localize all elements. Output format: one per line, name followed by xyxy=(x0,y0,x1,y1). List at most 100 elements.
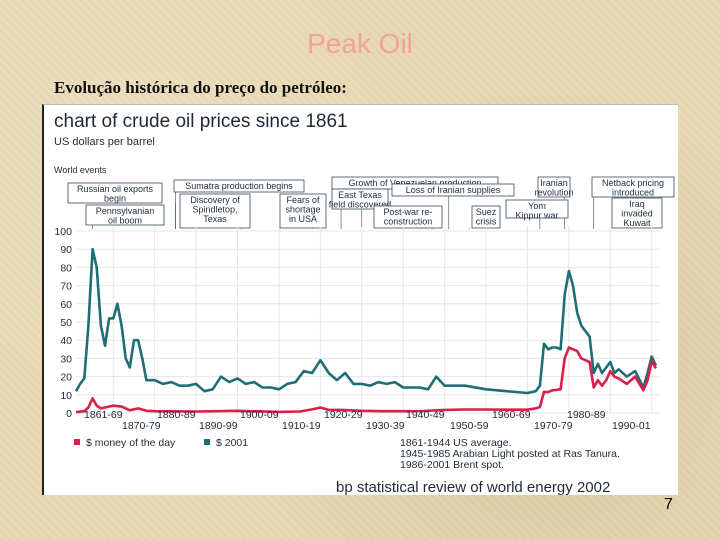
event-label: Discovery of Spindletop, Texas xyxy=(190,195,240,224)
x-tick-label: 1910-19 xyxy=(282,420,321,432)
oil-price-chart: chart of crude oil prices since 1861 US … xyxy=(42,104,678,495)
event-label: Pennsylvanian oil boom xyxy=(96,206,155,226)
chart-notes: 1861-1944 US average.1945-1985 Arabian L… xyxy=(400,437,620,471)
event-box xyxy=(173,179,305,193)
y-tick-label: 30 xyxy=(60,353,72,365)
x-tick-label: 1861-69 xyxy=(84,409,123,421)
y-tick-label: 70 xyxy=(60,281,72,293)
event-box xyxy=(179,193,251,229)
x-tick-label: 1980-89 xyxy=(567,409,606,421)
event-label-line: revolution xyxy=(534,188,573,198)
legend-swatch xyxy=(74,439,80,445)
event-label: Growth of Venezuelan production xyxy=(348,178,481,188)
page-number: 7 xyxy=(664,496,673,513)
y-tick-label: 40 xyxy=(60,335,72,347)
event-label-line: construction xyxy=(384,217,433,227)
event-label: Iraq invaded Kuwait xyxy=(621,199,653,228)
chart-grid: 0 10 20 30 40 50 60 70 80 90 100 xyxy=(54,226,660,420)
x-axis-labels: 1861-69 1880-89 1900-09 1920-29 1940-49 1960-… xyxy=(84,409,651,432)
event-label-line: Kuwait xyxy=(623,218,651,228)
x-tick-label: 1900-09 xyxy=(240,409,279,421)
y-tick-label: 60 xyxy=(60,299,72,311)
event-box xyxy=(391,183,515,197)
event-label-line: Spindletop, xyxy=(192,205,237,215)
event-box xyxy=(331,188,389,210)
legend-label: $ money of the day xyxy=(86,437,176,449)
event-label-line: Loss of Iranian supplies xyxy=(406,185,501,195)
slide-title: Peak Oil xyxy=(307,28,413,59)
legend-swatch xyxy=(204,439,210,445)
event-label-line: Iranian xyxy=(540,178,568,188)
event-box xyxy=(537,176,571,198)
event-label: Loss of Iranian supplies xyxy=(406,185,501,195)
event-label: Netback pricing introduced xyxy=(602,178,664,198)
event-label-line: Growth of Venezuelan production xyxy=(348,178,481,188)
chart-note: 1986-2001 Brent spot. xyxy=(400,459,504,471)
x-tick-label: 1950-59 xyxy=(450,420,489,432)
x-tick-label: 1920-29 xyxy=(324,409,363,421)
chart-title: chart of crude oil prices since 1861 xyxy=(54,111,348,132)
event-box xyxy=(85,204,165,226)
y-tick-label: 10 xyxy=(60,390,72,402)
event-label-line: crisis xyxy=(476,217,497,227)
event-label-line: Netback pricing xyxy=(602,178,664,188)
event-label-line: field discovered xyxy=(329,200,392,210)
event-label-line: oil boom xyxy=(108,216,142,226)
event-box xyxy=(373,205,443,229)
events-heading: World events xyxy=(54,165,107,175)
event-label-line: introduced xyxy=(612,188,654,198)
event-label-line: East Texas xyxy=(338,190,382,200)
event-label-line: Discovery of xyxy=(190,195,240,205)
y-tick-label: 90 xyxy=(60,244,72,256)
event-box xyxy=(505,199,569,219)
x-tick-label: 1880-89 xyxy=(157,409,196,421)
event-label: Post-war re-construction xyxy=(383,207,432,227)
slide-subtitle: Evolução histórica do preço do petróleo: xyxy=(54,78,347,97)
event-label: Russian oil exports begin xyxy=(77,184,154,204)
event-label: Suez crisis xyxy=(476,207,497,227)
x-tick-label: 1960-69 xyxy=(492,409,531,421)
event-label-line: Suez xyxy=(476,207,497,217)
event-label: East Texas field discovered xyxy=(329,190,392,210)
event-label-line: Sumatra production begins xyxy=(185,181,293,191)
event-label-line: invaded xyxy=(621,209,653,219)
event-box xyxy=(279,193,327,229)
event-label: Iranian revolution xyxy=(534,178,573,198)
legend-label: $ 2001 xyxy=(216,437,248,449)
chart-svg: chart of crude oil prices since 1861 US … xyxy=(54,111,675,495)
event-label: Yom Kippur war xyxy=(515,201,558,221)
chart-source: bp statistical review of world energy 20… xyxy=(336,479,610,495)
series-line xyxy=(75,346,658,414)
event-label-line: in USA xyxy=(289,214,317,224)
y-tick-label: 20 xyxy=(60,372,72,384)
x-tick-label: 1890-99 xyxy=(199,420,238,432)
event-label-line: begin xyxy=(104,194,126,204)
event-label-line: Post-war re- xyxy=(383,207,432,217)
chart-series xyxy=(74,247,658,414)
event-label-line: Texas xyxy=(203,214,227,224)
event-label-line: Yom xyxy=(528,201,546,211)
event-label-line: Pennsylvanian xyxy=(96,206,155,216)
event-label-line: Iraq xyxy=(629,199,645,209)
x-tick-label: 1970-79 xyxy=(534,420,573,432)
y-tick-label: 80 xyxy=(60,262,72,274)
event-box xyxy=(591,176,675,198)
x-tick-label: 1870-79 xyxy=(122,420,161,432)
event-label-line: shortage xyxy=(285,205,320,215)
event-label-line: Kippur war xyxy=(515,211,558,221)
series-line xyxy=(74,247,658,395)
event-label-line: Fears of xyxy=(286,195,320,205)
event-label-line: Russian oil exports xyxy=(77,184,154,194)
x-tick-label: 1990-01 xyxy=(612,420,651,432)
y-axis-label: US dollars per barrel xyxy=(54,136,155,148)
y-tick-label: 50 xyxy=(60,317,72,329)
chart-note: 1945-1985 Arabian Light posted at Ras Ta… xyxy=(400,448,620,460)
chart-note: 1861-1944 US average. xyxy=(400,437,512,449)
y-tick-label: 0 xyxy=(66,408,72,420)
chart-legend: $ money of the day $ 2001 xyxy=(74,437,248,449)
x-tick-label: 1930-39 xyxy=(366,420,405,432)
event-box xyxy=(67,182,163,204)
event-label: Fears of shortage in USA xyxy=(285,195,320,224)
x-tick-label: 1940-49 xyxy=(406,409,445,421)
